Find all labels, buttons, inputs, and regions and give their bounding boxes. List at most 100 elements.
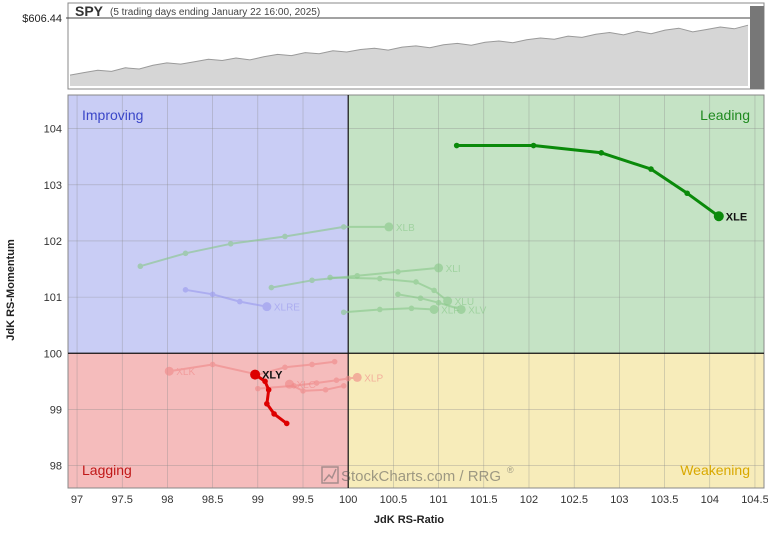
x-tick-label: 97 [71,494,83,506]
tail-point [340,224,347,230]
tail-point [283,420,290,427]
tail-head-xlp [352,372,362,382]
tail-point [309,277,315,284]
x-tick-label: 99 [252,494,264,506]
tail-point [345,375,352,382]
x-tick-label: 102.5 [560,494,588,506]
y-tick-label: 99 [50,404,62,416]
tail-point [431,287,437,294]
tail-head-xli [434,263,444,273]
x-tick-label: 100.5 [380,494,408,506]
tail-point [309,361,315,368]
y-tick-label: 102 [44,236,62,248]
series-xli: XLI [268,263,461,291]
tail-line-xlf [342,307,436,314]
x-tick-label: 101 [429,494,447,506]
x-tick-label: 101.5 [470,494,498,506]
series-xlv: XLV [395,291,487,316]
tail-point [340,383,347,389]
tail-head-xlu [443,296,453,306]
tail-head-xly [250,369,261,380]
tail-point [377,306,383,313]
series-label-xlc: XLC [296,380,315,391]
x-tick-label: 104.5 [741,494,768,506]
tail-point [227,240,234,247]
tail-point [282,233,288,240]
tail-point [648,166,654,172]
tail-point [313,380,320,386]
series-label-xly: XLY [262,370,283,382]
series-xlf: XLF [340,304,459,316]
series-xlc: XLC [284,379,347,394]
tail-point [417,295,424,302]
x-tick-label: 97.5 [112,494,133,506]
tail-point [137,263,144,270]
series-label-xlv: XLV [468,305,486,316]
tail-head-xlre [262,302,272,312]
series-xlk: XLK [164,358,338,378]
y-tick-label: 98 [50,461,62,473]
tail-point [265,386,272,393]
quadrant-leading [348,95,764,354]
tail-head-xlv [456,304,466,314]
series-label-xlre: XLRE [274,303,300,314]
plot-border [67,94,765,489]
series-xle: XLE [453,142,747,223]
quadrant-label-improving: Improving [82,107,143,123]
y-tick-label: 104 [44,124,62,136]
tail-line-xlc [288,383,345,392]
tail-point [264,400,270,407]
x-tick-label: 100 [339,494,357,506]
tail-point [333,377,340,384]
quadrant-improving [68,95,349,354]
watermark-registered: ® [507,465,514,475]
tail-point [182,287,189,293]
tail-point [327,274,333,281]
tail-point [262,378,268,385]
watermark: StockCharts.com / RRG ® [321,465,514,485]
tail-point [413,279,419,285]
benchmark-area-fill [70,25,748,86]
tail-head-xlk [164,366,174,376]
tail-point [182,250,189,257]
series-label-xlu: XLU [455,297,474,308]
tail-head-xlf [429,304,439,314]
series-xlb: XLB [137,222,415,270]
quadrant-label-leading: Leading [700,107,750,123]
series-xly: XLY [250,369,290,427]
tail-point [255,385,261,392]
x-axis-label: JdK RS-Ratio [374,514,445,526]
tail-point [408,305,415,312]
tail-point [209,361,216,368]
quadrant-label-weakening: Weakening [680,462,750,478]
benchmark-subtitle: (5 trading days ending January 22 16:00,… [110,7,320,18]
watermark-logo-icon [321,466,339,484]
x-tick-label: 98.5 [202,494,223,506]
x-tick-label: 103 [610,494,628,506]
quadrant-label-lagging: Lagging [82,462,132,478]
y-axis-label: JdK RS-Momentum [5,239,17,341]
tail-point [598,150,605,156]
tail-point [282,364,288,371]
series-label-xlf: XLF [441,305,459,316]
benchmark-area-chart [69,24,749,86]
y-tick-label: 100 [44,348,62,360]
x-tick-label: 104 [701,494,719,506]
tail-point [395,269,401,275]
series-label-xli: XLI [446,264,461,275]
tail-point [530,142,537,149]
tail-head-xlb [384,222,394,232]
series-label-xlp: XLP [364,373,383,384]
series-label-xlk: XLK [176,367,195,378]
tail-line-xlb [139,225,390,268]
tail-point [377,275,383,282]
x-tick-label: 99.5 [292,494,313,506]
benchmark-period-highlight [750,6,764,89]
tail-point [331,358,338,365]
series-xlre: XLRE [182,287,300,314]
center-axes [68,95,764,488]
tail-line-xlv [396,293,463,311]
